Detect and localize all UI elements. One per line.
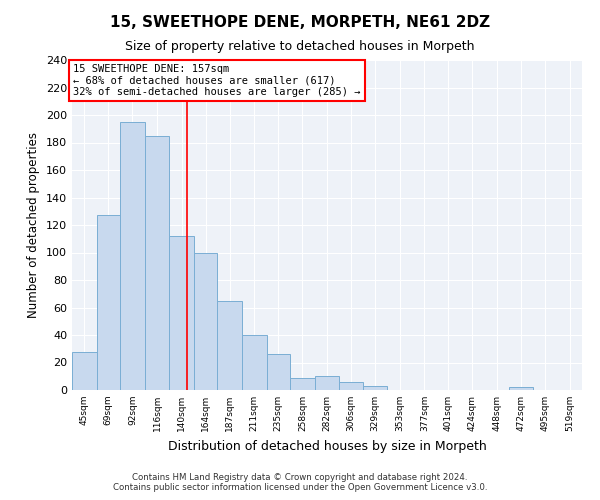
Bar (145, 136, 169, 390)
Bar (509, 387, 533, 390)
Y-axis label: Number of detached properties: Number of detached properties (28, 132, 40, 318)
Bar (339, 382, 363, 390)
Text: 15, SWEETHOPE DENE, MORPETH, NE61 2DZ: 15, SWEETHOPE DENE, MORPETH, NE61 2DZ (110, 15, 490, 30)
Bar (72, 352, 97, 390)
Bar (194, 252, 217, 390)
Bar (217, 300, 242, 390)
Text: Size of property relative to detached houses in Morpeth: Size of property relative to detached ho… (125, 40, 475, 53)
Bar (120, 122, 145, 390)
Bar (363, 386, 388, 390)
Bar (242, 335, 266, 390)
Text: 15 SWEETHOPE DENE: 157sqm
← 68% of detached houses are smaller (617)
32% of semi: 15 SWEETHOPE DENE: 157sqm ← 68% of detac… (73, 64, 361, 98)
Bar (97, 216, 120, 390)
Bar (315, 376, 339, 390)
Bar (290, 378, 315, 390)
Bar (266, 354, 290, 390)
Text: Contains HM Land Registry data © Crown copyright and database right 2024.
Contai: Contains HM Land Registry data © Crown c… (113, 473, 487, 492)
Bar (169, 236, 194, 390)
X-axis label: Distribution of detached houses by size in Morpeth: Distribution of detached houses by size … (167, 440, 487, 452)
